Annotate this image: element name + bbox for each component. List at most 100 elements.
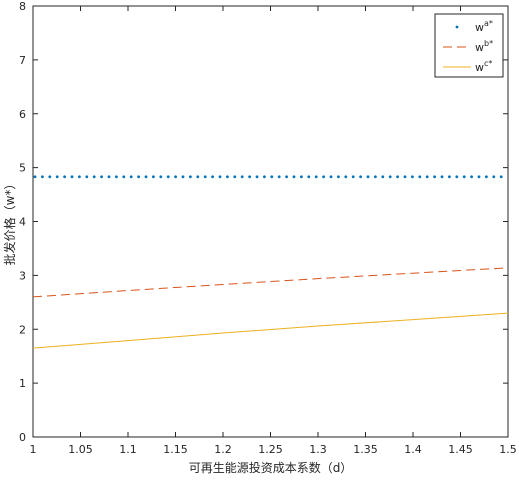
data-point: [470, 175, 473, 179]
legend-label-base: w: [475, 21, 484, 34]
x-tick-label: 1.15: [163, 443, 188, 456]
y-tick-label: 5: [19, 162, 26, 175]
legend: wa*wb*wc*: [434, 13, 504, 78]
data-point: [477, 175, 481, 179]
x-tick-label: 1.25: [258, 443, 283, 456]
x-tick-label: 1.2: [214, 443, 232, 456]
y-axis-label: 批发价格（w*）: [2, 178, 17, 266]
x-tick-label: 1.45: [448, 443, 473, 456]
data-point: [366, 175, 370, 179]
series-wb-star-line: [32, 267, 509, 298]
y-tick-label: 2: [19, 323, 26, 336]
data-point: [344, 175, 348, 179]
legend-marker: [455, 25, 459, 29]
data-point: [374, 175, 377, 179]
data-point: [70, 175, 74, 179]
legend-label-superscript: a*: [484, 19, 493, 28]
data-point: [189, 175, 192, 179]
y-tick-label: 1: [19, 377, 26, 390]
data-point: [203, 175, 207, 179]
data-point: [307, 175, 311, 179]
data-point: [359, 175, 362, 179]
data-point: [122, 175, 126, 179]
data-point: [396, 175, 399, 179]
data-point: [33, 175, 37, 179]
y-tick-label: 3: [19, 269, 26, 282]
data-point: [63, 175, 66, 179]
x-tick-label: 1: [30, 443, 37, 456]
data-point: [211, 175, 215, 179]
plot-area: [32, 5, 509, 438]
data-point: [233, 175, 237, 179]
data-point: [440, 175, 444, 179]
legend-label-superscript: b*: [484, 39, 493, 48]
data-point: [181, 175, 185, 179]
x-tick-label: 1.35: [353, 443, 378, 456]
data-point: [196, 175, 200, 179]
legend-label: wc*: [475, 59, 492, 74]
data-point: [78, 175, 81, 179]
data-point: [263, 175, 266, 179]
data-point: [492, 175, 496, 179]
data-point: [277, 175, 281, 179]
data-point: [255, 175, 259, 179]
data-point: [85, 175, 89, 179]
data-point: [144, 175, 148, 179]
data-point: [226, 175, 229, 179]
data-point: [322, 175, 325, 179]
x-tick-label: 1.1: [119, 443, 137, 456]
data-point: [129, 175, 133, 179]
data-point: [152, 175, 155, 179]
y-tick-label: 7: [19, 54, 26, 67]
data-point: [381, 175, 385, 179]
data-point: [166, 175, 170, 179]
data-point: [462, 175, 466, 179]
data-point: [499, 175, 503, 179]
data-point: [248, 175, 252, 179]
x-tick-label: 1.05: [68, 443, 93, 456]
data-point: [455, 175, 459, 179]
data-point: [107, 175, 111, 179]
x-tick-label: 1.5: [499, 443, 517, 456]
y-tick-label: 8: [19, 0, 26, 13]
data-point: [314, 175, 318, 179]
x-tick-label: 1.4: [404, 443, 422, 456]
data-point: [300, 175, 303, 179]
data-point: [240, 175, 244, 179]
data-point: [218, 175, 222, 179]
data-point: [270, 175, 274, 179]
data-point: [115, 175, 118, 179]
data-point: [485, 175, 488, 179]
legend-label: wa*: [475, 19, 493, 34]
data-point: [425, 175, 429, 179]
x-axis-label: 可再生能源投资成本系数（d）: [189, 460, 353, 475]
legend-label-base: w: [475, 41, 484, 54]
series-wa-star: [33, 175, 503, 179]
data-point: [351, 175, 355, 179]
data-point: [388, 175, 392, 179]
legend-label-superscript: c*: [484, 59, 492, 68]
data-point: [411, 175, 414, 179]
data-point: [48, 175, 52, 179]
legend-label: wb*: [475, 39, 493, 54]
data-point: [159, 175, 163, 179]
data-point: [418, 175, 422, 179]
data-point: [41, 175, 44, 179]
data-point: [174, 175, 178, 179]
y-tick-label: 6: [19, 108, 26, 121]
data-point: [292, 175, 296, 179]
series-layer: [32, 175, 509, 349]
x-axis-ticks: 1 1.05 1.1 1.15 1.2 1.25 1.3 1.35 1.4 1.45 1.5: [30, 6, 517, 456]
data-point: [285, 175, 288, 179]
series-wc-star-line: [32, 312, 509, 349]
data-point: [329, 175, 333, 179]
y-tick-label: 0: [19, 431, 26, 444]
data-point: [100, 175, 103, 179]
y-tick-label: 4: [19, 216, 26, 229]
data-point: [337, 175, 340, 179]
data-point: [55, 175, 59, 179]
data-point: [137, 175, 141, 179]
data-point: [448, 175, 451, 179]
data-point: [92, 175, 96, 179]
